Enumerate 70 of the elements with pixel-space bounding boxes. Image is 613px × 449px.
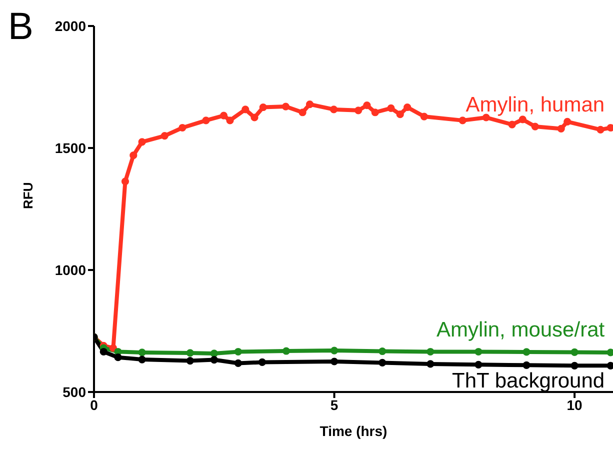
point	[596, 126, 604, 134]
point	[371, 108, 379, 116]
x-tick-label: 10	[566, 396, 583, 413]
point	[508, 120, 516, 128]
point	[557, 124, 565, 133]
point	[522, 348, 530, 356]
point	[426, 348, 434, 356]
point	[354, 106, 362, 114]
point	[220, 112, 228, 120]
point	[210, 356, 218, 364]
point	[378, 358, 386, 367]
point	[186, 356, 194, 365]
point	[259, 103, 267, 112]
point	[282, 347, 290, 355]
y-tick-label: 2000	[54, 18, 86, 34]
point	[387, 104, 395, 112]
point	[330, 358, 338, 366]
point	[606, 362, 613, 370]
point	[234, 359, 242, 368]
point	[186, 349, 194, 357]
point	[160, 132, 168, 140]
chart-title: B	[8, 6, 34, 49]
point	[138, 356, 146, 364]
y-tick-label: 1500	[54, 140, 86, 156]
point	[202, 116, 210, 124]
point	[570, 348, 578, 356]
point	[363, 102, 371, 110]
y-tick-label: 1000	[54, 262, 86, 278]
point	[606, 124, 613, 132]
point	[396, 110, 404, 118]
point	[114, 354, 122, 362]
point	[178, 124, 186, 132]
series-label: ThT background	[452, 370, 605, 393]
point	[242, 106, 250, 114]
point	[250, 114, 258, 122]
point	[404, 103, 412, 112]
point	[420, 112, 428, 120]
point	[100, 348, 108, 356]
point	[130, 152, 138, 160]
x-tick-label: 5	[330, 396, 338, 413]
point	[570, 362, 578, 370]
x-tick-label: 0	[90, 396, 98, 413]
point	[531, 122, 539, 130]
point	[564, 118, 572, 126]
point	[458, 116, 466, 124]
point	[474, 360, 482, 368]
point	[474, 348, 482, 356]
point	[210, 350, 218, 358]
point	[138, 348, 146, 356]
series-label: Amylin, human	[466, 94, 605, 117]
point	[298, 108, 306, 116]
point	[426, 360, 434, 368]
point	[378, 347, 386, 356]
y-axis-title: RFU	[20, 182, 36, 209]
point	[330, 106, 338, 114]
point	[306, 100, 314, 108]
point	[282, 102, 290, 110]
point	[606, 348, 613, 356]
point	[109, 344, 118, 352]
point	[258, 358, 266, 366]
point	[522, 361, 530, 369]
x-axis-title: Time (hrs)	[320, 423, 388, 439]
point	[121, 178, 130, 186]
point	[226, 116, 234, 124]
point	[138, 138, 146, 146]
point	[330, 346, 338, 354]
y-tick-label: 500	[62, 384, 86, 400]
point	[518, 116, 526, 124]
series-label: Amylin, mouse/rat	[436, 318, 605, 342]
point	[234, 348, 242, 356]
